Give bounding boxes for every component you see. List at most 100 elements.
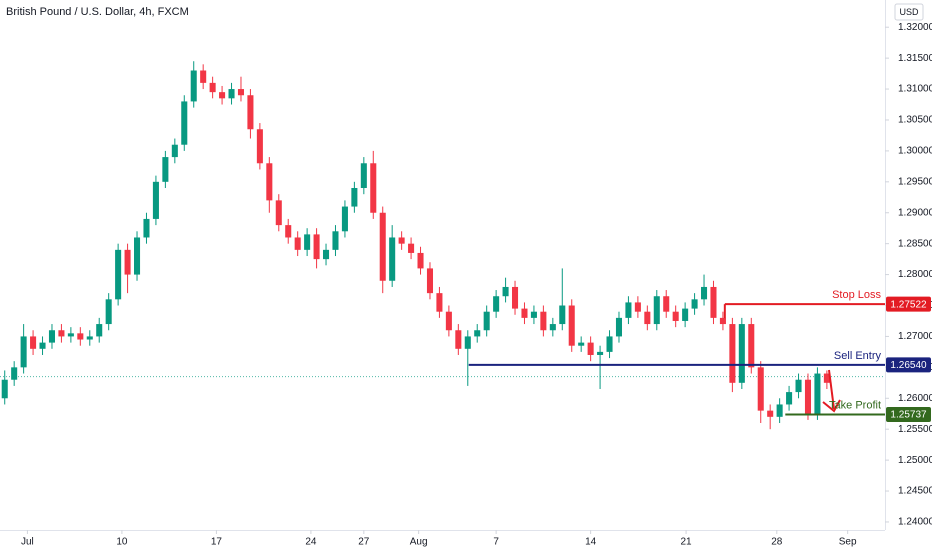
candle-body	[351, 188, 358, 207]
candle-body	[96, 324, 103, 337]
candle-body	[464, 336, 471, 349]
level-price-label: 1.26540	[890, 360, 927, 371]
candle-body	[691, 299, 698, 309]
y-tick-label: 1.29000	[898, 207, 932, 218]
arrow	[828, 369, 835, 410]
plot	[0, 61, 885, 430]
candle-body	[256, 129, 263, 164]
candle-body	[360, 163, 367, 189]
candle-body	[502, 286, 509, 297]
candle-body	[77, 333, 84, 340]
level-price-tag	[886, 296, 931, 312]
candle-body	[663, 296, 670, 312]
y-tick-label: 1.27000	[898, 331, 932, 342]
y-tick-label: 1.24500	[898, 486, 932, 497]
x-tick-label: Jul	[21, 537, 34, 548]
y-tick-label: 1.32000	[898, 22, 932, 33]
candle-body	[105, 299, 112, 325]
candle-body	[682, 308, 689, 321]
candle-body	[143, 218, 150, 238]
candle-body	[814, 373, 821, 414]
candle-body	[436, 293, 443, 312]
candle-body	[152, 181, 159, 219]
y-tick-label: 1.31000	[898, 84, 932, 95]
y-tick-label: 1.25000	[898, 455, 932, 466]
candle-body	[776, 404, 783, 417]
candle-body	[266, 163, 273, 201]
candle-body	[294, 237, 301, 250]
x-tick-label: 7	[493, 537, 499, 548]
candle-body	[719, 317, 726, 325]
x-tick-label: 17	[211, 537, 223, 548]
y-tick-label: 1.31500	[898, 53, 932, 64]
candle-body	[275, 200, 282, 226]
candle-body	[389, 237, 396, 281]
candle-body	[370, 163, 377, 213]
x-tick-label: Aug	[410, 537, 428, 548]
candle-body	[701, 286, 708, 300]
y-tick-label: 1.24000	[898, 517, 932, 528]
candle-body	[304, 234, 311, 250]
candle-body	[20, 336, 27, 368]
candle-body	[200, 70, 207, 83]
y-tick-label: 1.29500	[898, 176, 932, 187]
candle-body	[445, 311, 452, 331]
candle-body	[644, 311, 651, 325]
candle-body	[521, 308, 528, 318]
level-name: Take Profit	[829, 399, 881, 411]
candle-body	[795, 379, 802, 393]
candle-body	[540, 311, 547, 331]
candle-body	[247, 95, 254, 130]
candle-body	[455, 330, 462, 349]
y-tick-label: 1.26000	[898, 393, 932, 404]
x-tick-label: 24	[305, 537, 317, 548]
candle-body	[615, 317, 623, 337]
candle-body	[219, 92, 226, 99]
candle-body	[11, 367, 18, 380]
candle-body	[738, 324, 745, 383]
candle-body	[757, 367, 764, 411]
candle-body	[606, 336, 613, 352]
candle-body	[512, 286, 519, 309]
candle-body	[379, 212, 386, 281]
level-price-label: 1.27522	[890, 299, 927, 310]
y-tick-label: 1.30000	[898, 146, 932, 157]
candle-body	[804, 379, 812, 414]
candle-body	[285, 225, 292, 238]
candle-body	[597, 351, 604, 355]
candle-body	[568, 305, 575, 346]
candle-body	[493, 296, 500, 312]
candle-body	[653, 296, 660, 325]
candle-body	[341, 206, 348, 232]
y-tick-label: 1.28500	[898, 238, 932, 249]
level-price-tag	[886, 407, 931, 423]
candle-body	[408, 243, 415, 253]
candle-body	[48, 330, 55, 343]
candle-body	[1, 379, 8, 399]
candle-body	[549, 324, 556, 331]
candle-body	[823, 373, 830, 383]
candle-body	[134, 237, 141, 275]
candle-body	[398, 237, 405, 244]
candle-body	[786, 392, 793, 405]
x-tick-label: 28	[771, 537, 783, 548]
candle-body	[162, 157, 169, 182]
candle-body	[559, 305, 566, 325]
level-name: Stop Loss	[832, 289, 881, 301]
currency-box[interactable]	[894, 3, 924, 21]
candle-body	[729, 324, 736, 383]
x-tick-label: Sep	[839, 537, 857, 548]
y-tick-label: 1.25500	[898, 424, 932, 435]
candle-body	[124, 249, 131, 275]
candle-body	[30, 336, 37, 349]
candle-body	[672, 311, 679, 321]
candle-body	[530, 311, 537, 318]
chart-title: British Pound / U.S. Dollar, 4h, FXCM	[6, 6, 189, 18]
candle-body	[171, 144, 178, 158]
candle-body	[748, 324, 755, 368]
candle-body	[190, 70, 197, 102]
x-tick-label: 10	[116, 537, 128, 548]
y-tick-label: 1.28000	[898, 269, 932, 280]
currency-label[interactable]: USD	[899, 7, 919, 17]
